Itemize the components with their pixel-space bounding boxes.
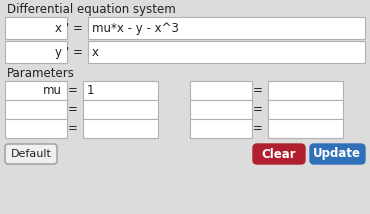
Bar xyxy=(83,81,158,100)
Text: Parameters: Parameters xyxy=(7,67,75,80)
Bar xyxy=(83,100,158,119)
Bar xyxy=(5,100,67,119)
Bar xyxy=(83,119,158,138)
Text: ' =: ' = xyxy=(66,21,83,34)
Bar xyxy=(268,81,343,100)
Bar xyxy=(190,100,252,119)
Text: =: = xyxy=(253,84,263,97)
Text: x: x xyxy=(92,46,99,58)
Bar xyxy=(5,119,67,138)
Text: =: = xyxy=(253,103,263,116)
Text: Update: Update xyxy=(313,147,361,160)
Text: y: y xyxy=(55,46,62,58)
Bar xyxy=(190,81,252,100)
Text: Default: Default xyxy=(11,149,51,159)
Bar xyxy=(268,100,343,119)
Bar xyxy=(5,41,67,63)
Text: =: = xyxy=(253,122,263,135)
Text: ' =: ' = xyxy=(66,46,83,58)
Text: Clear: Clear xyxy=(262,147,296,160)
FancyBboxPatch shape xyxy=(253,144,305,164)
Text: mu: mu xyxy=(43,84,62,97)
Bar xyxy=(88,17,365,39)
Text: 1: 1 xyxy=(87,84,94,97)
Text: Differential equation system: Differential equation system xyxy=(7,3,176,16)
Bar xyxy=(5,17,67,39)
Bar xyxy=(5,81,67,100)
Text: mu*x - y - x^3: mu*x - y - x^3 xyxy=(92,21,179,34)
Text: =: = xyxy=(68,103,78,116)
Text: =: = xyxy=(68,84,78,97)
Bar xyxy=(190,119,252,138)
FancyBboxPatch shape xyxy=(5,144,57,164)
Bar xyxy=(268,119,343,138)
FancyBboxPatch shape xyxy=(310,144,365,164)
Text: x: x xyxy=(55,21,62,34)
Text: =: = xyxy=(68,122,78,135)
Bar xyxy=(88,41,365,63)
